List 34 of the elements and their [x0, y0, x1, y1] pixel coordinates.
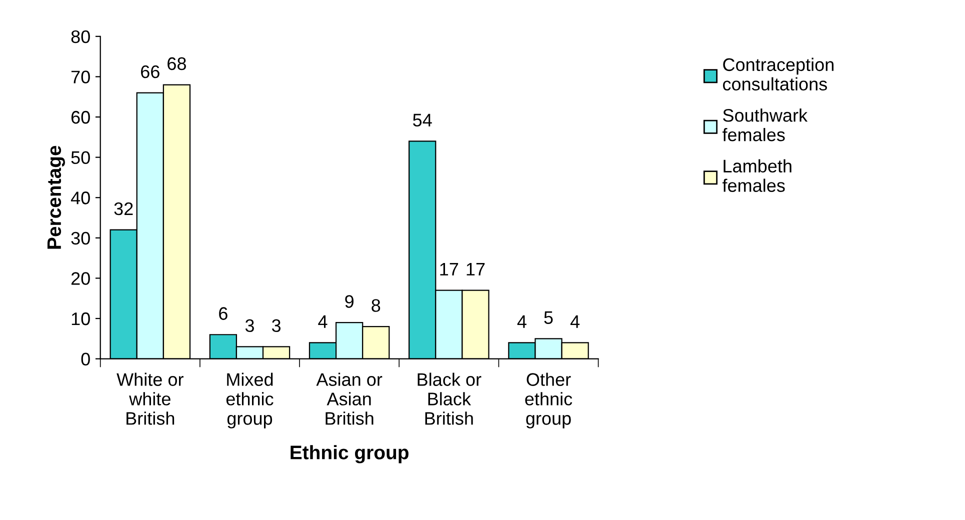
data-label: 6 [219, 307, 228, 320]
data-label: 3 [272, 319, 281, 332]
data-label: 17 [440, 263, 458, 276]
data-label: 68 [168, 57, 186, 70]
data-label: 5 [544, 311, 553, 324]
y-tick-label: 30 [71, 232, 90, 245]
y-tick-label: 40 [70, 192, 90, 204]
data-label: 32 [114, 202, 133, 216]
y-tick-label: 50 [71, 151, 90, 164]
legend-label: Southwark females [722, 108, 808, 142]
y-tick-label: 10 [72, 312, 90, 326]
data-label: 4 [517, 315, 526, 328]
legend-label: Lambeth females [722, 159, 792, 192]
x-tick-label: Other ethnic group [525, 372, 572, 428]
data-label: 4 [318, 315, 328, 328]
x-tick-label: Asian or Asian British [316, 372, 382, 425]
x-tick-label: White or white British [116, 372, 184, 425]
data-label: 3 [245, 319, 254, 332]
x-tick-label: Black or Black British [418, 372, 482, 425]
y-tick-label: 0 [81, 352, 90, 366]
y-tick-label: 70 [71, 70, 90, 84]
data-label: 8 [372, 299, 380, 312]
y-tick-label: 60 [71, 110, 90, 124]
data-label: 17 [466, 263, 485, 276]
data-label: 66 [141, 65, 160, 78]
y-tick-label: 80 [71, 30, 90, 44]
data-label: 54 [413, 114, 432, 126]
y-axis-title: Percentage [48, 146, 65, 249]
legend-label: Contraception consultations [723, 58, 834, 91]
data-label: 4 [570, 315, 580, 328]
data-label: 9 [345, 295, 354, 308]
x-axis-title: Ethnic group [290, 445, 408, 464]
x-tick-label: Mixed ethnic group [226, 372, 274, 428]
y-tick-label: 20 [71, 272, 90, 285]
